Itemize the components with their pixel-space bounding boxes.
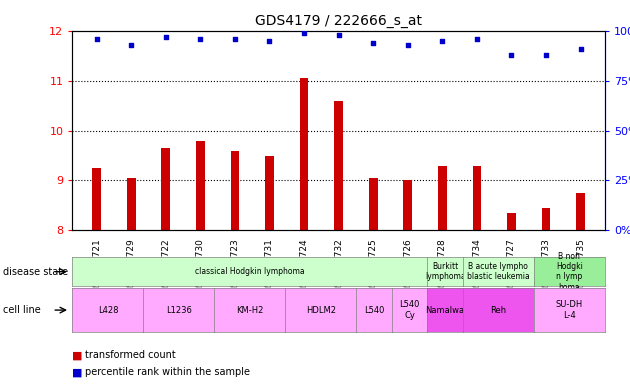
Bar <box>542 208 551 230</box>
Text: disease state: disease state <box>3 266 68 277</box>
Point <box>541 51 551 58</box>
Text: Burkitt
lymphoma: Burkitt lymphoma <box>425 262 466 281</box>
Point <box>126 41 136 48</box>
Point <box>368 40 378 46</box>
Text: SU-DH
L-4: SU-DH L-4 <box>556 300 583 320</box>
Point <box>334 31 344 38</box>
Point <box>230 36 240 42</box>
Text: transformed count: transformed count <box>85 350 176 360</box>
Text: KM-H2: KM-H2 <box>236 306 263 314</box>
Text: L1236: L1236 <box>166 306 192 314</box>
Point <box>195 36 205 42</box>
Bar <box>335 101 343 230</box>
Text: classical Hodgkin lymphoma: classical Hodgkin lymphoma <box>195 267 305 276</box>
Text: cell line: cell line <box>3 305 41 315</box>
Bar <box>369 178 377 230</box>
Text: ■: ■ <box>72 350 83 360</box>
Text: percentile rank within the sample: percentile rank within the sample <box>85 367 250 377</box>
Text: L540
Cy: L540 Cy <box>399 300 420 320</box>
Bar <box>438 166 447 230</box>
Bar <box>507 213 516 230</box>
Bar <box>127 178 135 230</box>
Bar <box>265 156 274 230</box>
Text: Reh: Reh <box>490 306 507 314</box>
Bar <box>576 193 585 230</box>
Point <box>265 38 275 44</box>
Text: HDLM2: HDLM2 <box>306 306 336 314</box>
Text: Namalwa: Namalwa <box>425 306 465 314</box>
Point <box>472 36 482 42</box>
Text: B non
Hodgki
n lymp
homa: B non Hodgki n lymp homa <box>556 252 583 292</box>
Text: L540: L540 <box>364 306 384 314</box>
Point <box>507 51 517 58</box>
Point <box>299 30 309 36</box>
Point <box>91 36 101 42</box>
Text: L428: L428 <box>98 306 118 314</box>
Title: GDS4179 / 222666_s_at: GDS4179 / 222666_s_at <box>255 14 422 28</box>
Bar <box>161 148 170 230</box>
Point <box>437 38 447 44</box>
Point <box>576 46 586 52</box>
Bar <box>231 151 239 230</box>
Text: ■: ■ <box>72 367 83 377</box>
Bar <box>472 166 481 230</box>
Point <box>403 41 413 48</box>
Bar <box>300 78 308 230</box>
Bar <box>93 168 101 230</box>
Point <box>161 34 171 40</box>
Bar <box>403 180 412 230</box>
Text: B acute lympho
blastic leukemia: B acute lympho blastic leukemia <box>467 262 530 281</box>
Bar <box>196 141 205 230</box>
